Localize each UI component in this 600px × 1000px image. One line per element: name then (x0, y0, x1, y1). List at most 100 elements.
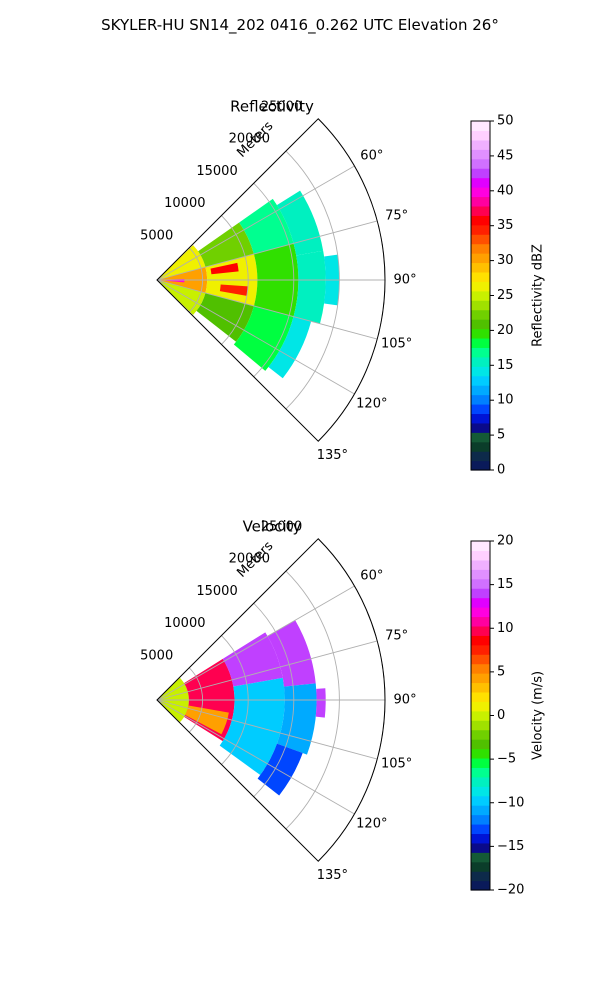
colorbar-swatch (471, 654, 490, 665)
data-cell (219, 677, 285, 776)
data-cell (233, 305, 294, 371)
colorbar-swatch (471, 205, 490, 216)
colorbar-swatch (471, 559, 490, 570)
chart-panel-1: Reflectivity500010000150002000025000Mete… (140, 98, 545, 478)
colorbar-tick-label: 0 (497, 708, 505, 723)
colorbar-swatch (471, 767, 490, 778)
colorbar-swatch (471, 347, 490, 358)
colorbar-swatch (471, 710, 490, 721)
azimuth-tick-label: 105° (381, 337, 412, 352)
colorbar-swatch (471, 309, 490, 320)
colorbar-swatch (471, 253, 490, 264)
colorbar-swatch (471, 215, 490, 226)
colorbar-swatch (471, 432, 490, 443)
data-cell (315, 688, 326, 718)
azimuth-tick-label: 135° (317, 868, 348, 883)
azimuth-tick-label: 120° (356, 397, 387, 412)
data-cell (276, 683, 317, 755)
colorbar-swatch (471, 786, 490, 797)
chart-title: Velocity (243, 518, 302, 536)
colorbar-swatch (471, 823, 490, 835)
colorbar-tick-label: 20 (497, 323, 514, 338)
colorbar-swatch (471, 168, 490, 179)
colorbar-tick-label: −20 (497, 883, 524, 898)
colorbar-swatch (471, 319, 490, 330)
chart-title: Reflectivity (230, 98, 314, 116)
data-cell (198, 222, 254, 268)
plot-frame (156, 118, 386, 442)
colorbar-swatch (471, 158, 490, 169)
colorbar-swatch (471, 121, 490, 132)
colorbar-swatch (471, 569, 490, 580)
colorbar-swatch (471, 814, 490, 825)
colorbar-swatch (471, 871, 490, 882)
colorbar-swatch (471, 281, 490, 292)
colorbar-swatch (471, 187, 490, 198)
colorbar-swatch (471, 451, 490, 462)
colorbar-swatch (471, 691, 490, 702)
colorbar-tick-label: −10 (497, 795, 524, 810)
colorbar-tick-label: 10 (497, 621, 514, 636)
data-cell (210, 262, 239, 275)
azimuth-tick-label: 120° (356, 817, 387, 832)
data-cell (276, 190, 324, 256)
colorbar-swatch (471, 262, 490, 273)
range-tick-label: 25000 (261, 519, 302, 534)
colorbar-swatch (471, 739, 490, 750)
colorbar-swatch (471, 701, 490, 712)
colorbar-tick-label: 30 (497, 253, 514, 268)
colorbar-swatch (471, 842, 490, 853)
colorbar-swatch (471, 541, 490, 552)
colorbar-swatch (471, 861, 490, 872)
colorbar-swatch (471, 403, 490, 415)
colorbar-swatch (471, 290, 490, 301)
colorbar-swatch (471, 196, 490, 207)
data-cell (157, 280, 206, 315)
colorbar-swatch (471, 673, 490, 684)
azimuth-gridline (156, 279, 378, 340)
colorbar-label: Reflectivity dBZ (531, 244, 546, 347)
colorbar-tick-label: 0 (497, 463, 505, 478)
colorbar-swatch (471, 625, 490, 636)
data-field (157, 620, 326, 796)
colorbar-tick-label: 50 (497, 114, 514, 129)
colorbar-swatch (471, 243, 490, 254)
colorbar-swatch (471, 795, 490, 806)
colorbar-swatch (471, 441, 490, 452)
range-tick-label: 10000 (164, 616, 205, 631)
colorbar-swatch (471, 460, 490, 471)
colorbar-swatch (471, 271, 490, 282)
colorbar-swatch (471, 757, 490, 768)
azimuth-tick-label: 60° (360, 148, 383, 163)
colorbar-swatch (471, 550, 490, 561)
range-tick-label: 10000 (164, 196, 205, 211)
colorbar-swatch (471, 776, 490, 787)
range-tick-label: 25000 (261, 99, 302, 114)
azimuth-tick-label: 60° (360, 568, 383, 583)
colorbar-label: Velocity (m/s) (531, 671, 546, 760)
colorbar-swatch (471, 300, 490, 311)
colorbar: 0 5 10 15 20 25 30 35 40 45 50 Reflectivity dBZ (470, 114, 546, 478)
colorbar-swatch (471, 833, 490, 844)
azimuth-gridline (156, 220, 378, 281)
colorbar-tick-label: 25 (497, 288, 514, 303)
colorbar-swatch (471, 852, 490, 863)
colorbar-tick-label: −15 (497, 839, 524, 854)
colorbar-tick-label: 45 (497, 148, 514, 163)
azimuth-tick-label: 90° (394, 273, 417, 288)
data-cell (267, 620, 316, 687)
colorbar-swatch (471, 130, 490, 141)
colorbar-tick-label: 15 (497, 577, 514, 592)
data-cell (293, 250, 326, 324)
azimuth-gridline (156, 699, 355, 815)
figure-title: SKYLER-HU SN14_202 0416_0.262 UTC Elevat… (101, 16, 499, 34)
colorbar-swatch (471, 607, 490, 618)
azimuth-tick-label: 105° (381, 757, 412, 772)
colorbar-swatch (471, 422, 490, 433)
colorbar-swatch (471, 328, 490, 339)
azimuth-tick-label: 135° (317, 448, 348, 463)
colorbar-swatch (471, 139, 490, 150)
data-cell (268, 316, 312, 379)
colorbar-tick-label: 35 (497, 218, 514, 233)
colorbar-swatch (471, 356, 490, 367)
